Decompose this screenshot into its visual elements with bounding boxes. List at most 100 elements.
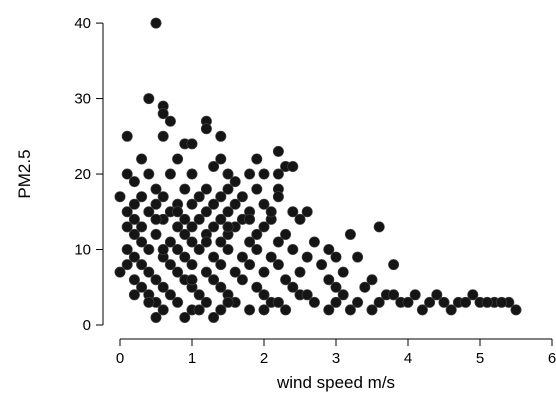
data-point (121, 259, 133, 271)
data-point (496, 296, 508, 308)
data-point (143, 266, 155, 278)
data-point (215, 191, 227, 203)
data-point (280, 304, 292, 316)
data-point (121, 244, 133, 256)
data-point (121, 221, 133, 233)
data-point (330, 296, 342, 308)
data-point (337, 289, 349, 301)
data-point (215, 153, 227, 165)
data-point (164, 168, 176, 180)
data-point (136, 191, 148, 203)
data-point (510, 304, 522, 316)
data-point (193, 213, 205, 225)
y-tick-label: 30 (74, 91, 91, 108)
data-point (272, 191, 284, 203)
data-point (215, 130, 227, 142)
data-point (280, 274, 292, 286)
data-point (157, 191, 169, 203)
data-points (114, 17, 522, 323)
data-point (301, 251, 313, 263)
data-point (150, 17, 162, 29)
data-point (215, 236, 227, 248)
data-point (280, 228, 292, 240)
data-point (344, 228, 356, 240)
data-point (272, 236, 284, 248)
data-point (143, 296, 155, 308)
data-point (373, 221, 385, 233)
data-point (186, 198, 198, 210)
data-point (344, 304, 356, 316)
data-point (186, 138, 198, 150)
data-point (150, 274, 162, 286)
data-point (157, 244, 169, 256)
data-point (424, 296, 436, 308)
x-tick-label: 5 (476, 350, 484, 367)
data-point (200, 206, 212, 218)
data-point (172, 244, 184, 256)
data-point (121, 130, 133, 142)
x-tick-label: 4 (404, 350, 412, 367)
x-ticks: 0 1 2 3 4 5 6 (116, 339, 556, 367)
data-point (186, 236, 198, 248)
x-axis-label: wind speed m/s (276, 373, 395, 392)
data-point (128, 213, 140, 225)
data-point (150, 198, 162, 210)
x-tick-label: 3 (332, 350, 340, 367)
data-point (172, 266, 184, 278)
data-point (236, 251, 248, 263)
data-point (200, 123, 212, 135)
data-point (272, 259, 284, 271)
data-point (222, 206, 234, 218)
data-point (150, 228, 162, 240)
data-point (143, 206, 155, 218)
data-point (323, 244, 335, 256)
data-point (258, 266, 270, 278)
data-point (438, 296, 450, 308)
data-point (208, 161, 220, 173)
data-point (164, 115, 176, 127)
data-point (323, 304, 335, 316)
data-point (294, 213, 306, 225)
data-point (164, 289, 176, 301)
data-point (164, 259, 176, 271)
y-axis-label: PM2.5 (15, 149, 34, 198)
data-point (481, 296, 493, 308)
data-point (388, 259, 400, 271)
data-point (366, 274, 378, 286)
x-tick-label: 0 (116, 350, 124, 367)
data-point (186, 274, 198, 286)
data-point (416, 304, 428, 316)
data-point (215, 213, 227, 225)
data-point (467, 289, 479, 301)
data-point (128, 251, 140, 263)
y-tick-label: 20 (74, 166, 91, 183)
data-point (272, 145, 284, 157)
data-point (287, 281, 299, 293)
data-point (244, 304, 256, 316)
data-point (272, 296, 284, 308)
data-point (136, 221, 148, 233)
data-point (208, 198, 220, 210)
data-point (208, 311, 220, 323)
data-point (128, 198, 140, 210)
data-point (215, 304, 227, 316)
data-point (128, 289, 140, 301)
data-point (301, 289, 313, 301)
data-point (265, 206, 277, 218)
data-point (193, 191, 205, 203)
data-point (172, 153, 184, 165)
data-point (157, 281, 169, 293)
data-point (265, 251, 277, 263)
data-point (445, 304, 457, 316)
data-point (236, 274, 248, 286)
data-point (193, 304, 205, 316)
data-point (200, 183, 212, 195)
data-point (179, 228, 191, 240)
data-point (157, 108, 169, 120)
data-point (222, 296, 234, 308)
data-point (215, 281, 227, 293)
data-point (460, 296, 472, 308)
data-point (208, 274, 220, 286)
x-tick-label: 2 (260, 350, 268, 367)
data-point (143, 168, 155, 180)
